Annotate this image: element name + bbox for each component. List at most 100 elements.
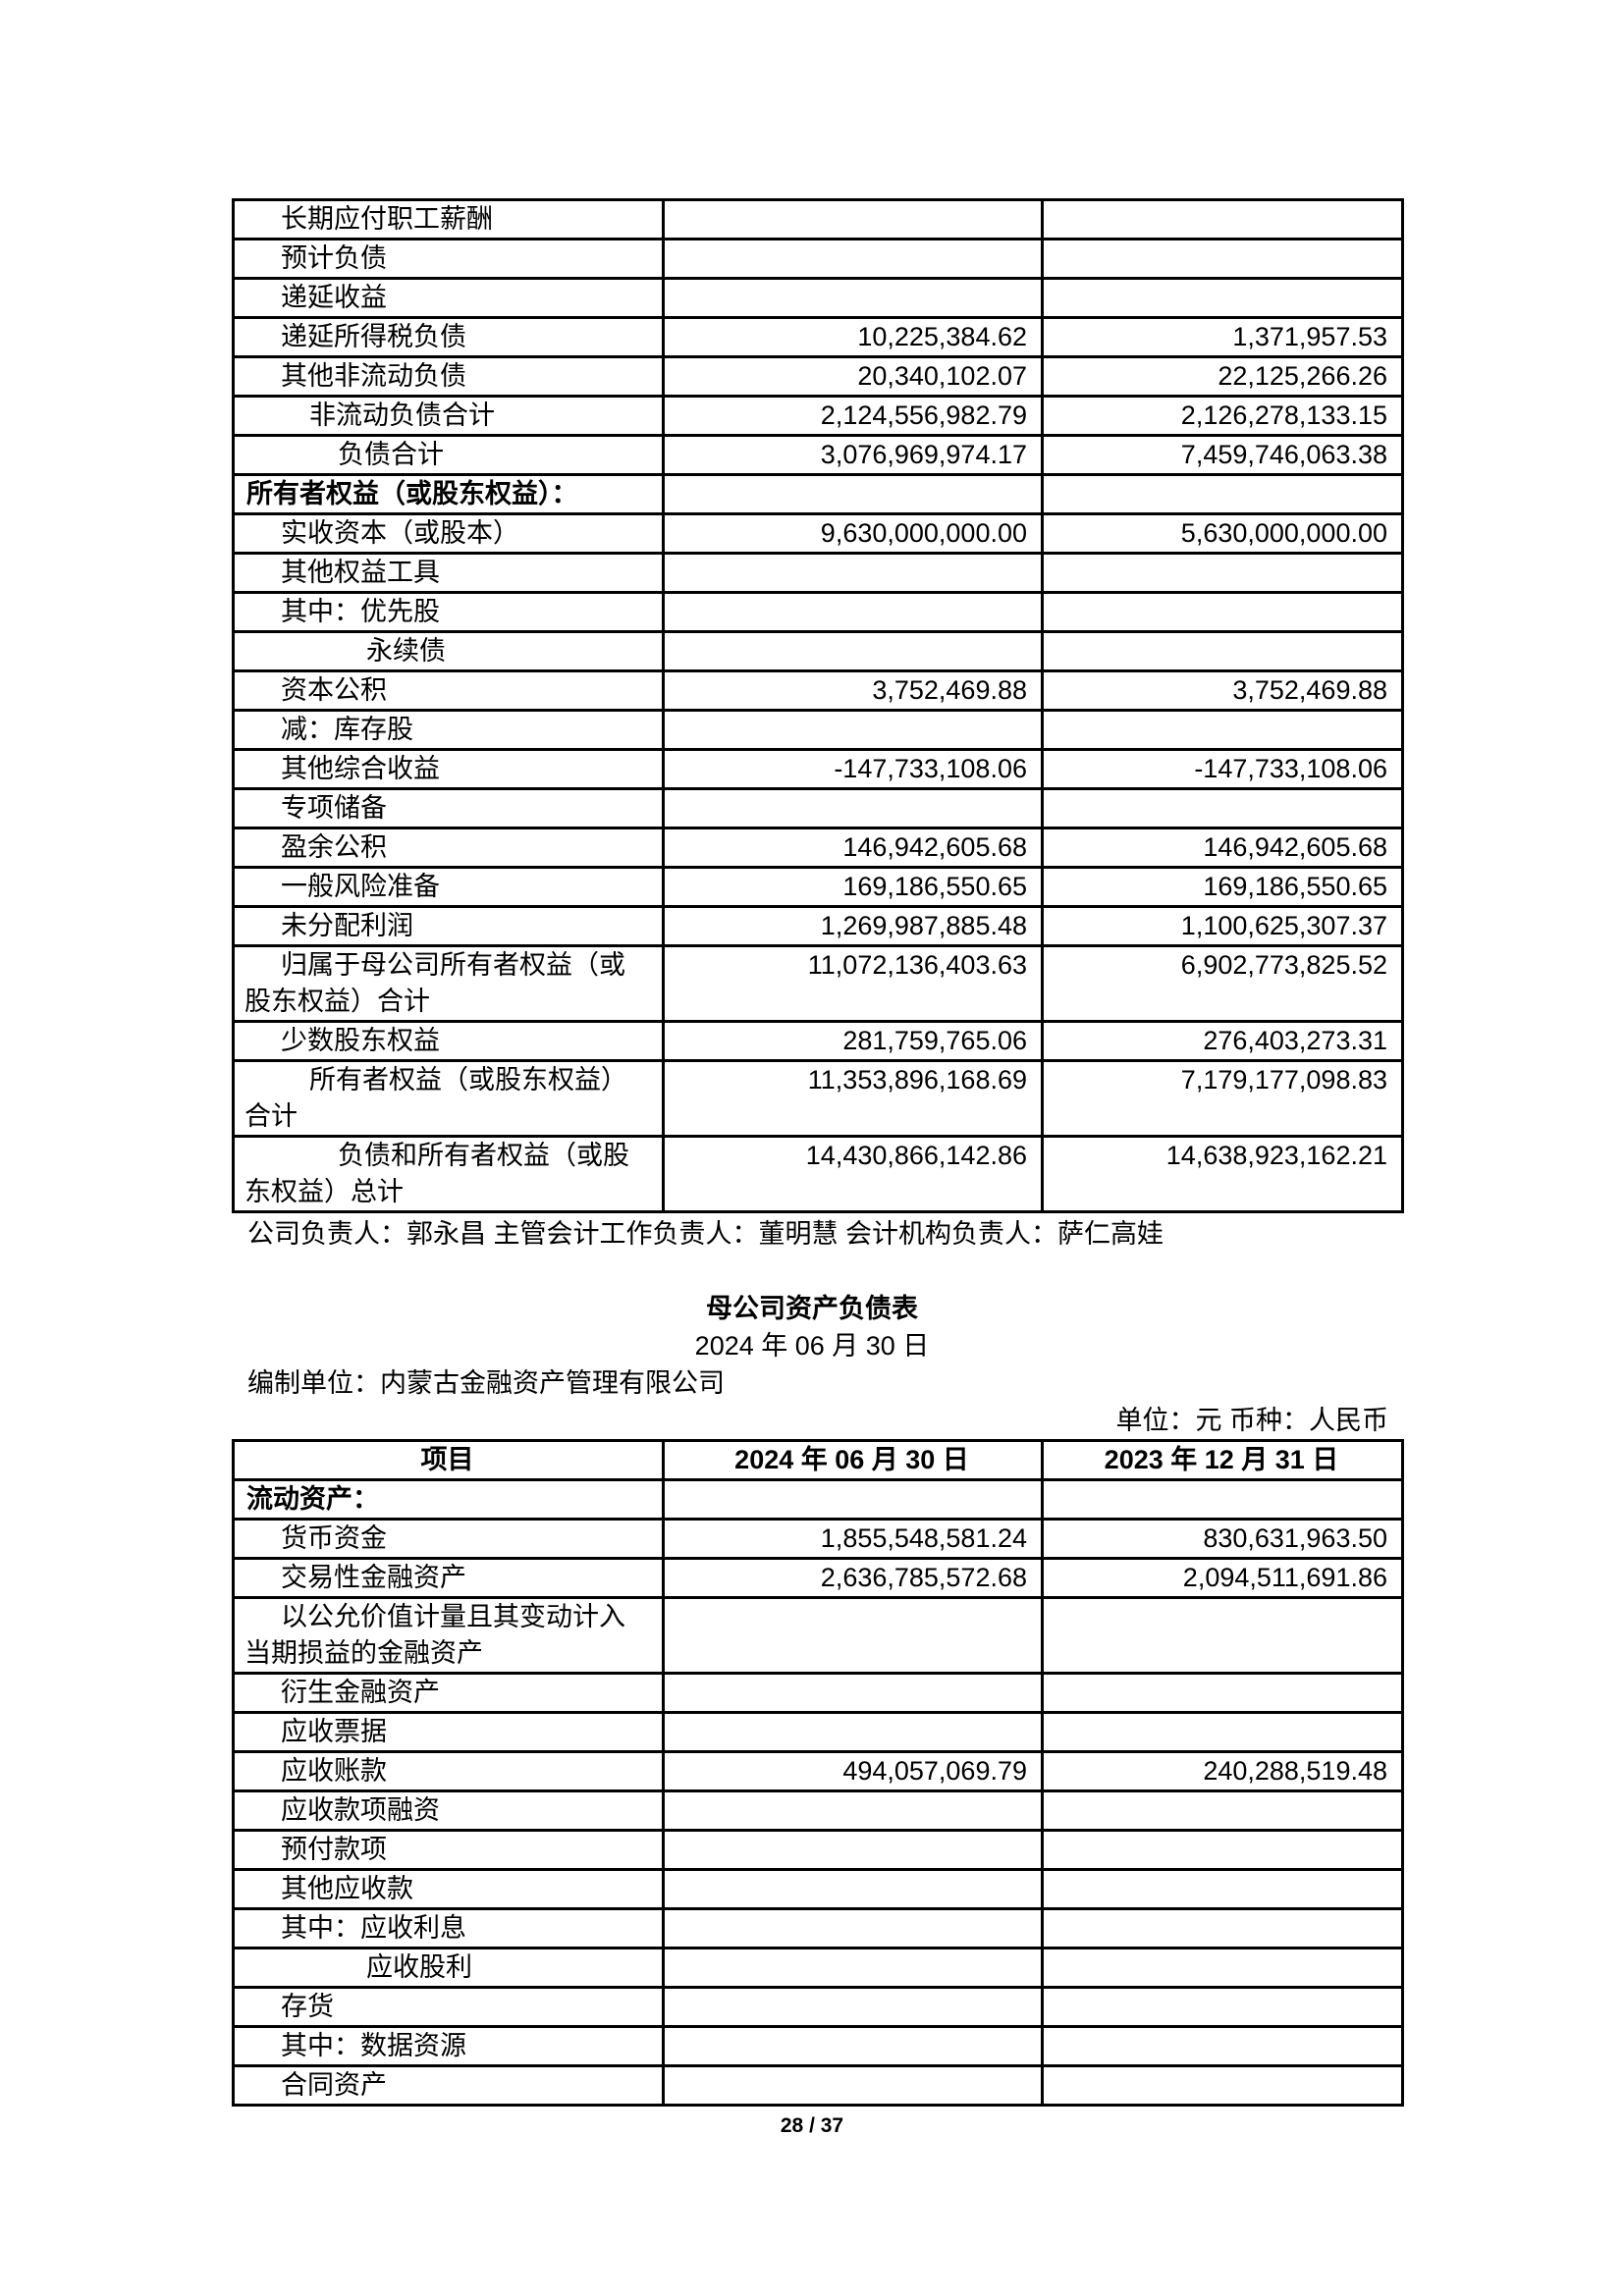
header-row: 项目 2024 年 06 月 30 日 2023 年 12 月 31 日 [232, 1439, 1404, 1481]
header-prior-period: 2023 年 12 月 31 日 [1041, 1439, 1404, 1481]
row-label: 其中：数据资源 [232, 2025, 665, 2067]
row-label: 货币资金 [232, 1518, 665, 1560]
prior-period-value: -147,733,108.06 [1041, 748, 1404, 790]
prior-period-value: 1,371,957.53 [1041, 316, 1404, 358]
current-period-value: 9,630,000,000.00 [662, 512, 1044, 555]
row-label: 长期应付职工薪酬 [232, 198, 665, 240]
current-period-value: -147,733,108.06 [662, 748, 1044, 790]
table-row: 递延所得税负债 10,225,384.62 1,371,957.53 [232, 316, 1404, 358]
current-period-value: 281,759,765.06 [662, 1020, 1044, 1062]
prior-period-value [1041, 277, 1404, 319]
table-row: 资本公积 3,752,469.88 3,752,469.88 [232, 669, 1404, 712]
row-label: 合同资产 [232, 2064, 665, 2107]
prior-period-value [1041, 1907, 1404, 1949]
table-row: 交易性金融资产 2,636,785,572.68 2,094,511,691.86 [232, 1557, 1404, 1599]
current-period-value [662, 277, 1044, 319]
current-period-value: 2,636,785,572.68 [662, 1557, 1044, 1599]
prior-period-value: 1,100,625,307.37 [1041, 905, 1404, 947]
row-label: 实收资本（或股本） [232, 512, 665, 555]
prior-period-value [1041, 1829, 1404, 1871]
current-period-value: 10,225,384.62 [662, 316, 1044, 358]
prior-period-value [1041, 2064, 1404, 2107]
prior-period-value [1041, 238, 1404, 280]
row-label: 盈余公积 [232, 827, 665, 869]
table-row: 一般风险准备 169,186,550.65 169,186,550.65 [232, 866, 1404, 908]
row-label: 应收股利 [232, 1947, 665, 1989]
table-row: 减：库存股 [232, 709, 1404, 751]
row-label: 流动资产： [232, 1478, 665, 1521]
current-period-value [662, 709, 1044, 751]
current-period-value [662, 1478, 1044, 1521]
table-row: 所有者权益（或股东权益）： [232, 473, 1404, 515]
preparing-entity: 编制单位：内蒙古金融资产管理有限公司 [247, 1368, 725, 1398]
row-label: 负债和所有者权益（或股东权益）总计 [232, 1135, 665, 1213]
table-row: 货币资金 1,855,548,581.24 830,631,963.50 [232, 1518, 1404, 1560]
table-row: 专项储备 [232, 787, 1404, 829]
page-number: 28 / 37 [780, 2114, 844, 2137]
table-row: 以公允价值计量且其变动计入当期损益的金融资产 [232, 1596, 1404, 1675]
prior-period-value: 276,403,273.31 [1041, 1020, 1404, 1062]
table-row: 其中：优先股 [232, 591, 1404, 633]
prior-period-value [1041, 2025, 1404, 2067]
row-label: 一般风险准备 [232, 866, 665, 908]
table-row: 预计负债 [232, 238, 1404, 280]
prior-period-value: 6,902,773,825.52 [1041, 944, 1404, 1023]
current-period-value: 11,353,896,168.69 [662, 1059, 1044, 1138]
prior-period-value: 14,638,923,162.21 [1041, 1135, 1404, 1213]
current-period-value: 146,942,605.68 [662, 827, 1044, 869]
parent-balance-sheet-title: 母公司资产负债表 [706, 1294, 918, 1323]
row-label: 预计负债 [232, 238, 665, 280]
prior-period-value: 7,179,177,098.83 [1041, 1059, 1404, 1138]
table-row: 应收股利 [232, 1947, 1404, 1989]
table-row: 未分配利润 1,269,987,885.48 1,100,625,307.37 [232, 905, 1404, 947]
balance-sheet-continued-table: 长期应付职工薪酬 预计负债 递延收益 递延所得税负债 10,225,384.62 1,37… [232, 198, 1404, 1213]
unit-currency: 单位：元 币种：人民币 [1115, 1406, 1388, 1435]
prior-period-value [1041, 1672, 1404, 1714]
current-period-value [662, 2064, 1044, 2107]
current-period-value: 2,124,556,982.79 [662, 395, 1044, 437]
table-row: 应收款项融资 [232, 1789, 1404, 1832]
current-period-value [662, 1986, 1044, 2028]
prior-period-value: 169,186,550.65 [1041, 866, 1404, 908]
row-label: 所有者权益（或股东权益）合计 [232, 1059, 665, 1138]
table-row: 存货 [232, 1986, 1404, 2028]
current-period-value [662, 1711, 1044, 1753]
prior-period-value: 2,126,278,133.15 [1041, 395, 1404, 437]
table-row: 其他综合收益 -147,733,108.06 -147,733,108.06 [232, 748, 1404, 790]
current-period-value [662, 630, 1044, 672]
current-period-value: 169,186,550.65 [662, 866, 1044, 908]
row-label: 减：库存股 [232, 709, 665, 751]
row-label: 归属于母公司所有者权益（或股东权益）合计 [232, 944, 665, 1023]
table-row: 应收票据 [232, 1711, 1404, 1753]
row-label: 其他综合收益 [232, 748, 665, 790]
table-row: 合同资产 [232, 2064, 1404, 2107]
row-label: 少数股东权益 [232, 1020, 665, 1062]
row-label: 应收款项融资 [232, 1789, 665, 1832]
row-label: 以公允价值计量且其变动计入当期损益的金融资产 [232, 1596, 665, 1675]
table-row: 盈余公积 146,942,605.68 146,942,605.68 [232, 827, 1404, 869]
current-period-value [662, 198, 1044, 240]
prior-period-value [1041, 787, 1404, 829]
table-row: 永续债 [232, 630, 1404, 672]
prior-period-value [1041, 1789, 1404, 1832]
table-row: 负债和所有者权益（或股东权益）总计 14,430,866,142.86 14,638… [232, 1135, 1404, 1213]
table-row: 负债合计 3,076,969,974.17 7,459,746,063.38 [232, 434, 1404, 476]
row-label: 交易性金融资产 [232, 1557, 665, 1599]
prior-period-value [1041, 591, 1404, 633]
current-period-value: 3,752,469.88 [662, 669, 1044, 712]
row-label: 递延所得税负债 [232, 316, 665, 358]
current-period-value: 1,269,987,885.48 [662, 905, 1044, 947]
row-label: 存货 [232, 1986, 665, 2028]
current-period-value: 20,340,102.07 [662, 355, 1044, 398]
table-row: 其中：应收利息 [232, 1907, 1404, 1949]
prior-period-value: 22,125,266.26 [1041, 355, 1404, 398]
current-period-value [662, 2025, 1044, 2067]
prior-period-value [1041, 1986, 1404, 2028]
current-period-value: 3,076,969,974.17 [662, 434, 1044, 476]
report-date: 2024 年 06 月 30 日 [694, 1331, 930, 1361]
table-row: 实收资本（或股本） 9,630,000,000.00 5,630,000,000.0… [232, 512, 1404, 555]
row-label: 永续债 [232, 630, 665, 672]
row-label: 其他应收款 [232, 1868, 665, 1910]
row-label: 所有者权益（或股东权益）： [232, 473, 665, 515]
row-label: 非流动负债合计 [232, 395, 665, 437]
